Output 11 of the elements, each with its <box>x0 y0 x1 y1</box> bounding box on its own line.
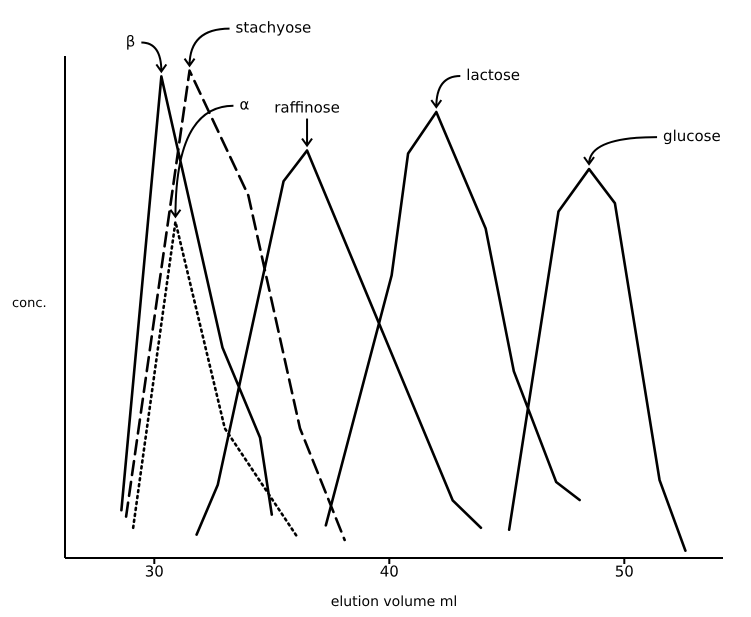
text: α <box>239 96 250 114</box>
text: glucose <box>663 127 721 146</box>
text: stachyose <box>236 18 312 37</box>
text: β <box>126 32 136 50</box>
text: lactose <box>466 66 520 84</box>
x-tick-label: 30 <box>144 562 164 581</box>
x-tick-label: 50 <box>614 562 634 581</box>
x-axis-title: elution volume ml <box>330 594 458 610</box>
y-axis-title: conc. <box>12 296 47 311</box>
text: raffinose <box>274 98 340 117</box>
x-tick-label: 40 <box>380 562 399 581</box>
